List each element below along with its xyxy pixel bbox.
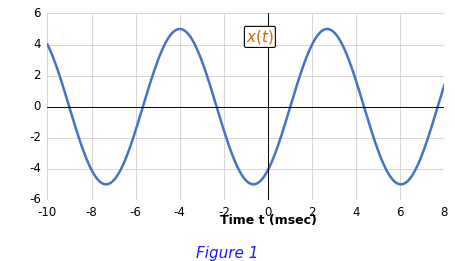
Text: 0: 0 (34, 100, 41, 113)
Text: -2: -2 (218, 206, 230, 219)
Text: Figure 1: Figure 1 (196, 246, 259, 261)
Text: 6: 6 (396, 206, 404, 219)
Text: 8: 8 (441, 206, 448, 219)
Text: 2: 2 (33, 69, 41, 82)
Text: 4: 4 (33, 38, 41, 51)
Text: 6: 6 (33, 7, 41, 20)
Text: -2: -2 (29, 131, 41, 144)
Text: -8: -8 (86, 206, 97, 219)
Text: 4: 4 (353, 206, 360, 219)
Text: 0: 0 (264, 206, 272, 219)
Text: -10: -10 (38, 206, 57, 219)
Text: -4: -4 (29, 162, 41, 175)
Text: Time t (msec): Time t (msec) (219, 214, 316, 227)
Text: $x(t)$: $x(t)$ (246, 28, 274, 46)
Text: -6: -6 (29, 193, 41, 206)
Text: -6: -6 (130, 206, 142, 219)
Text: 2: 2 (308, 206, 316, 219)
Text: -4: -4 (174, 206, 186, 219)
